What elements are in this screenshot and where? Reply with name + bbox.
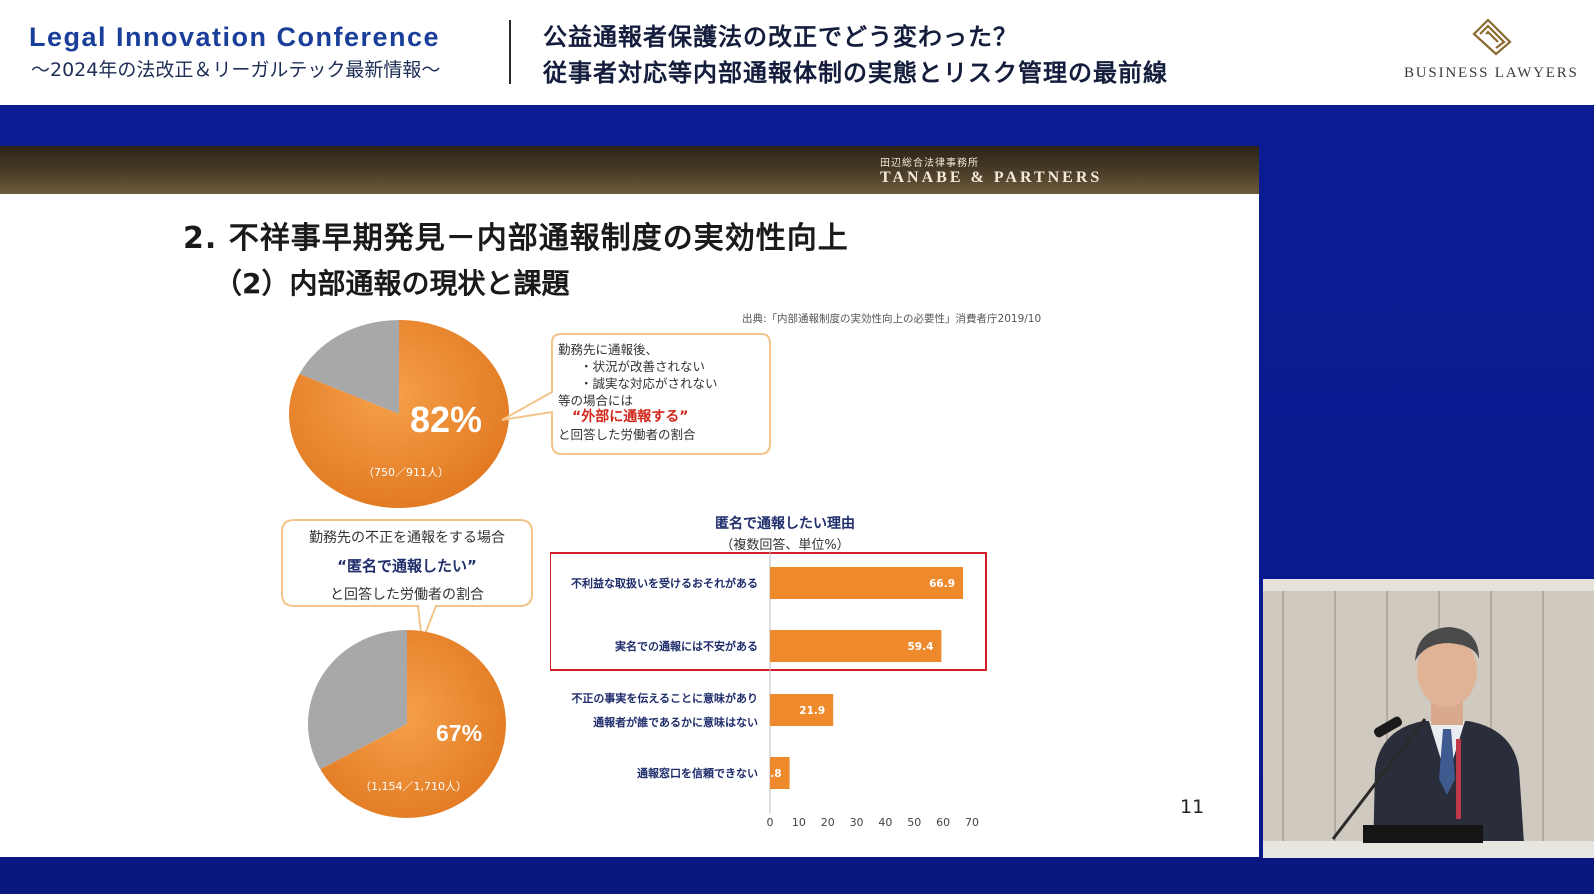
slide-subheading: （2）内部通報の現状と課題	[214, 267, 570, 300]
talk-title-line1: 公益通報者保護法の改正でどう変わった？	[543, 23, 1018, 51]
bar-1	[770, 567, 964, 599]
speaker-illustration	[1263, 579, 1594, 858]
chart-title: 匿名で通報したい理由	[715, 516, 855, 532]
category-label-1-1: 不利益な取扱いを受けるおそれがある	[571, 576, 758, 590]
x-tick-label-30: 30	[850, 816, 864, 829]
pie2-slice-main	[320, 630, 506, 818]
callout1-line2: ・状況が改善されない	[580, 359, 706, 374]
callout2-line3: と回答した労働者の割合	[330, 587, 484, 603]
pie2-percent-label: 67%	[436, 720, 483, 746]
bar-2	[770, 630, 942, 662]
business-lawyers-logo-text: BUSINESS LAWYERS	[1404, 65, 1579, 81]
bar-value-label-2: 59.4	[907, 641, 933, 653]
x-tick-label-60: 60	[936, 816, 950, 829]
category-label-3-2: 通報者が誰であるかに意味はない	[593, 715, 758, 729]
x-tick-label-50: 50	[907, 816, 921, 829]
x-tick-label-40: 40	[878, 816, 892, 829]
presentation-slide: 田辺総合法律事務所 TANABE & PARTNERS 2. 不祥事早期発見－内…	[0, 146, 1259, 857]
callout-external-report	[501, 333, 771, 455]
chart-subtitle: （複数回答、単位%）	[720, 538, 850, 553]
talk-title-line2: 従事者対応等内部通報体制の実態とリスク管理の最前線	[543, 59, 1168, 87]
firm-name-jp: 田辺総合法律事務所	[880, 158, 979, 169]
callout1-line4: 等の場合には	[558, 393, 634, 408]
bottom-band	[0, 858, 1594, 894]
pie1-count-label: （750／911人）	[363, 466, 449, 479]
slide-header-bar: 田辺総合法律事務所 TANABE & PARTNERS	[0, 146, 1259, 194]
callout1-emphasis: “外部に通報する”	[572, 409, 689, 425]
firm-name-en: TANABE & PARTNERS	[880, 169, 1103, 186]
callout2-line1: 勤務先の不正を通報をする場合	[309, 530, 505, 546]
x-tick-label-20: 20	[821, 816, 835, 829]
bar-value-label-4: 6.8	[763, 768, 782, 780]
x-tick-label-0: 0	[767, 816, 774, 829]
bar-chart-anonymous-reasons: 66.9 不利益な取扱いを受けるおそれがある 59.4 実名での通報には不安がある 21…	[550, 551, 987, 829]
bar-4	[770, 757, 790, 789]
category-label-2-1: 実名での通報には不安がある	[615, 639, 758, 653]
callout1-line3: ・誠実な対応がされない	[580, 376, 718, 391]
callout-anonymous-report	[281, 519, 533, 643]
slide-heading: 2. 不祥事早期発見－内部通報制度の実効性向上	[183, 221, 849, 256]
pie1-slice-rest	[299, 320, 399, 414]
page-number: 11	[1180, 796, 1205, 818]
callout1-line5: と回答した労働者の割合	[558, 427, 696, 442]
pie1-slice-main	[289, 320, 509, 508]
pie2-count-label: （1,154／1,710人）	[360, 780, 467, 793]
x-tick-label-70: 70	[965, 816, 979, 829]
pie-chart-external-report	[289, 320, 509, 508]
callout1-text: 勤務先に通報後、 ・状況が改善されない ・誠実な対応がされない 等の場合には “…	[558, 341, 718, 443]
broadcast-header: Legal Innovation Conference 〜2024年の法改正＆リ…	[0, 0, 1594, 105]
x-tick-label-10: 10	[792, 816, 806, 829]
conference-title: Legal Innovation Conference	[29, 22, 441, 52]
bar-3	[770, 694, 834, 726]
pie1-percent-label: 82%	[410, 399, 483, 440]
pie-chart-anonymous	[308, 630, 506, 818]
speaker-video-feed	[1263, 579, 1594, 858]
category-label-3-1: 不正の事実を伝えることに意味があり	[571, 691, 758, 705]
source-citation: 出典:「内部通報制度の実効性向上の必要性」消費者庁2019/10	[742, 313, 1042, 325]
pie2-slice-rest	[308, 630, 407, 770]
business-lawyers-logo-icon	[1472, 18, 1512, 56]
highlight-box	[550, 552, 987, 671]
callout1-line1: 勤務先に通報後、	[558, 342, 659, 357]
category-label-4-1: 通報窓口を信頼できない	[637, 766, 758, 780]
conference-subtitle: 〜2024年の法改正＆リーガルテック最新情報〜	[31, 59, 441, 81]
header-divider	[509, 20, 511, 84]
bar-value-label-1: 66.9	[929, 578, 955, 590]
bar-value-label-3: 21.9	[799, 705, 825, 717]
callout2-emphasis: “匿名で通報したい”	[337, 557, 477, 575]
